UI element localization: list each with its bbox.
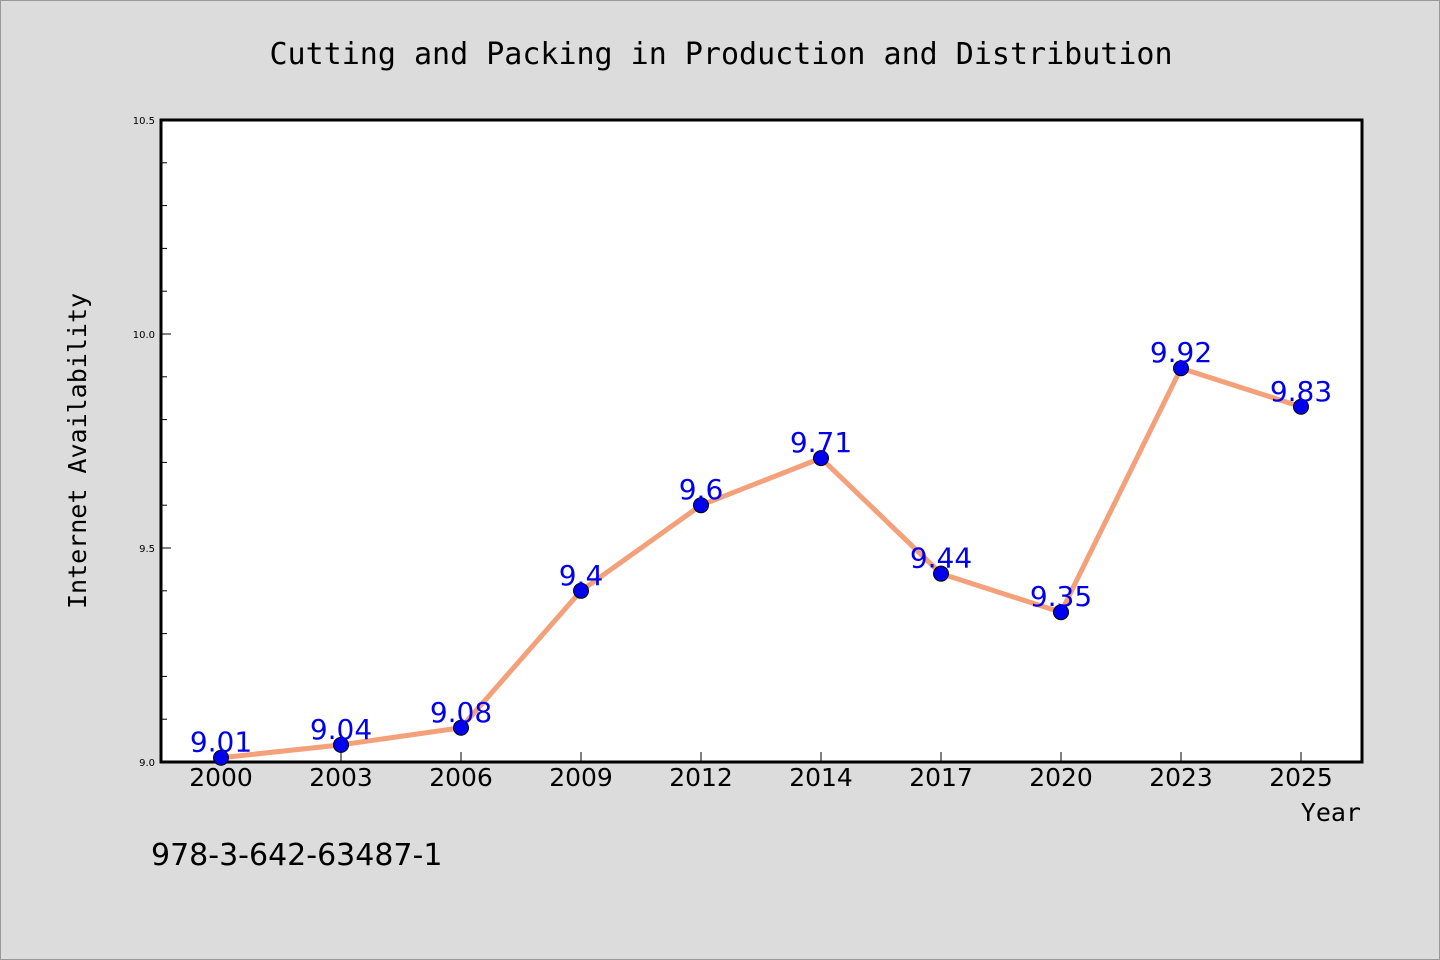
data-label: 9.44	[910, 542, 972, 575]
x-tick-label: 2003	[309, 763, 373, 792]
y-tick-label: 9.5	[139, 544, 155, 555]
plot-area	[159, 118, 1364, 764]
data-label: 9.83	[1270, 375, 1332, 408]
y-axis: 9.0 9.5 10.0 10.5	[133, 116, 171, 769]
y-axis-label: Internet Availability	[63, 293, 92, 609]
x-tick-label: 2006	[429, 763, 493, 792]
data-point	[1053, 604, 1069, 621]
data-point	[813, 450, 829, 467]
x-tick-label: 2009	[549, 763, 613, 792]
isbn-annotation: 978-3-642-63487-1	[151, 838, 442, 873]
data-label: 9.92	[1150, 336, 1212, 369]
x-tick-label: 2020	[1029, 763, 1093, 792]
data-label: 9.08	[430, 696, 492, 729]
data-point	[693, 497, 709, 514]
y-tick-label: 10.5	[133, 116, 155, 127]
series-layer: 9.01 9.04 9.08 9.4 9.6 9.71 9.44 9.35 9.92 9.83	[190, 336, 1332, 766]
data-point	[333, 736, 349, 753]
y-tick-label: 9.0	[139, 758, 155, 769]
data-point	[573, 582, 589, 599]
data-point	[213, 749, 229, 766]
chart-title: Cutting and Packing in Production and Di…	[269, 37, 1172, 72]
series-line	[218, 365, 1304, 761]
x-axis: 2000 2003 2006 2009 2012 2014 2017 2020 2023 2025	[189, 752, 1333, 792]
x-tick-label: 2017	[909, 763, 973, 792]
y-tick-label: 10.0	[133, 330, 155, 341]
x-tick-label: 2023	[1149, 763, 1213, 792]
data-point	[1173, 360, 1189, 377]
data-point	[1293, 398, 1309, 415]
data-label: 9.6	[679, 473, 724, 506]
data-label: 9.01	[190, 726, 252, 759]
data-label: 9.4	[559, 559, 604, 592]
data-point	[933, 565, 949, 582]
x-tick-label: 2012	[669, 763, 733, 792]
x-tick-label: 2000	[189, 763, 253, 792]
x-tick-label: 2025	[1269, 763, 1333, 792]
data-point	[453, 719, 469, 736]
data-label: 9.71	[790, 426, 852, 459]
x-axis-label: Year	[1301, 798, 1361, 827]
x-tick-label: 2014	[789, 763, 853, 792]
data-label: 9.35	[1030, 580, 1092, 613]
data-label: 9.04	[310, 713, 372, 746]
